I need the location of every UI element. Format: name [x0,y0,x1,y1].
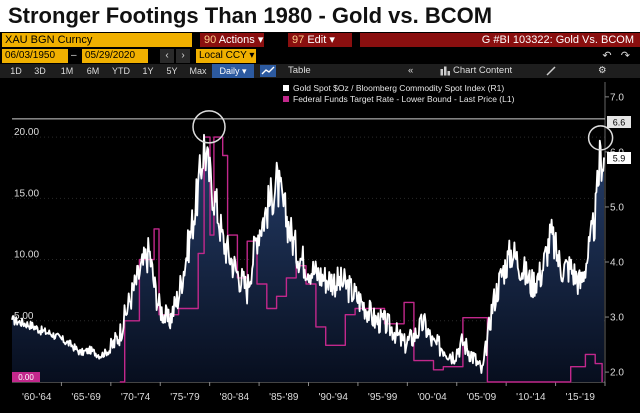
next-period-button[interactable]: › [176,49,190,63]
left-axis-tick-label: 15.00 [14,188,39,199]
x-axis-tick-label: '85-'89 [269,392,299,403]
x-axis-tick-label: '80-'84 [220,392,250,403]
redo-icon[interactable]: ↷ [620,50,630,62]
period-1d-button[interactable]: 1D [10,66,22,76]
chart-content-icon [440,66,450,76]
title-bar: Stronger Footings Than 1980 - Gold vs. B… [0,0,640,32]
legend-label-fed: Federal Funds Target Rate - Lower Bound … [293,94,515,104]
x-axis-tick-label: '65-'69 [71,392,101,403]
x-axis-tick-label: '75-'79 [170,392,200,403]
actions-menu-number: 90 [204,34,217,46]
date-range-bar: 06/03/1950 – 05/29/2020 ‹ › Local CCY ▾ … [0,48,640,64]
line-chart-icon[interactable] [260,65,276,77]
x-axis-tick-label: '90-'94 [319,392,349,403]
x-axis-tick-label: '60-'64 [22,392,52,403]
right-axis-tick-label: 3.0 [610,313,624,324]
start-date-input[interactable]: 06/03/1950 [2,49,68,63]
right-axis-tick-label: 7.0 [610,92,624,103]
end-date-input[interactable]: 05/29/2020 [82,49,148,63]
fed-funds-rate-line [119,136,603,383]
prev-period-button[interactable]: ‹ [160,49,174,63]
frequency-select[interactable]: Daily ▾ [212,64,254,78]
x-axis-tick-label: '05-'09 [467,392,497,403]
right-axis-tick-label: 5.0 [610,202,624,213]
edit-menu-label: Edit ▾ [307,34,335,46]
edit-menu-number: 97 [292,34,305,46]
edit-pencil-icon[interactable] [546,66,556,76]
right-axis-tick-label: 4.0 [610,258,624,269]
undo-icon[interactable]: ↶ [602,50,612,62]
command-bar: XAU BGN Curncy 90 Actions ▾ 97 Edit ▾ G … [0,32,640,48]
gold-ratio-line [11,133,605,374]
x-axis-tick-label: '70-'74 [121,392,151,403]
currency-select[interactable]: Local CCY ▾ [196,49,256,63]
chart-legend: Gold Spot $Oz / Bloomberg Commodity Spot… [283,83,515,104]
period-5y-button[interactable]: 5Y [166,66,178,76]
reference-value-badge [607,116,631,128]
peak-2020-highlight-circle [587,125,614,151]
period-1m-button[interactable]: 1M [60,66,74,76]
x-axis-tick-label: '00-'04 [417,392,447,403]
peak-1980-highlight-circle [192,110,226,144]
period-max-button[interactable]: Max [189,66,207,76]
left-axis-tick-label: 5.00 [14,311,34,322]
gold-last-value-badge [607,152,631,164]
left-axis-tick-label: 20.00 [14,127,39,138]
chart-title: Stronger Footings Than 1980 - Gold vs. B… [8,3,493,28]
date-range-separator: – [71,50,77,61]
period-bar: 1D 3D 1M 6M YTD 1Y 5Y Max Daily ▾ Table … [0,64,640,78]
settings-gear-icon[interactable]: ⚙ [598,65,607,76]
actions-menu-label: Actions ▾ [218,34,264,46]
chart-content-button[interactable]: Chart Content [453,65,513,76]
x-axis-tick-label: '15-'19 [566,392,596,403]
collapse-panel-icon[interactable]: « [408,65,414,76]
gold-last-value-label: 5.9 [613,154,626,164]
edit-menu-button[interactable]: 97 Edit ▾ [288,33,352,47]
period-6m-button[interactable]: 6M [86,66,100,76]
period-3d-button[interactable]: 3D [34,66,46,76]
legend-swatch-fed [283,96,289,102]
gold-ratio-area [12,134,604,382]
table-button[interactable]: Table [288,65,311,76]
left-axis-tick-label: 10.00 [14,250,39,261]
left-corner-zero-label: 0.00 [18,373,34,382]
ticker-input[interactable]: XAU BGN Curncy [2,33,192,47]
x-axis-tick-label: '95-'99 [368,392,398,403]
chart-id-label: G #BI 103322: Gold Vs. BCOM [360,33,640,47]
legend-swatch-gold [283,85,289,91]
undo-redo-group: ↶ ↷ [602,49,630,63]
period-ytd-button[interactable]: YTD [112,66,130,76]
period-1y-button[interactable]: 1Y [142,66,154,76]
legend-label-gold: Gold Spot $Oz / Bloomberg Commodity Spot… [293,83,504,93]
right-axis-tick-label: 2.0 [610,368,624,379]
actions-menu-button[interactable]: 90 Actions ▾ [200,33,264,47]
x-axis-tick-label: '10-'14 [516,392,546,403]
left-corner-zero-badge: 0.00 [12,372,40,382]
reference-value-label: 6.6 [613,118,626,128]
